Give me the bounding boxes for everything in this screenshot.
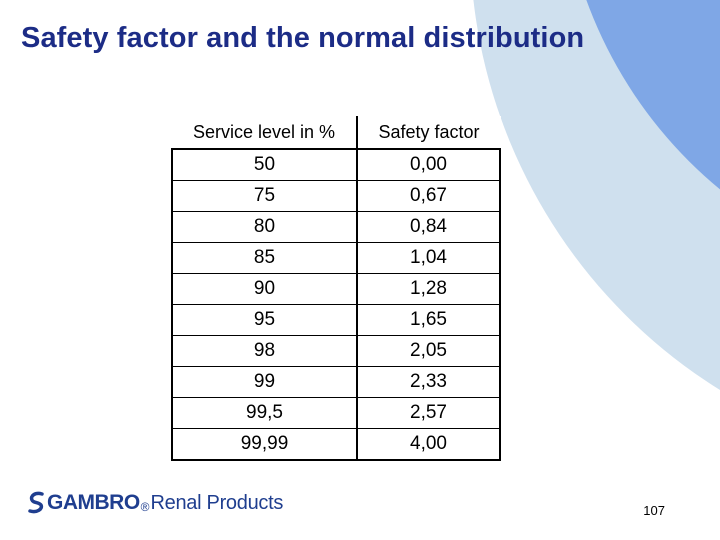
service-level-cell: 99,5 (171, 397, 358, 429)
gambro-logo: GAMBRO ® Renal Products (27, 491, 283, 515)
service-level-cell: 75 (171, 180, 358, 212)
service-level-cell: 99 (171, 366, 358, 398)
safety-factor-cell: 1,28 (356, 273, 501, 305)
service-level-cell: 80 (171, 211, 358, 243)
logo-subtitle: Renal Products (150, 491, 284, 514)
table-row: 95 1,65 (171, 304, 501, 336)
table-row: 85 1,04 (171, 242, 501, 274)
safety-factor-cell: 2,05 (356, 335, 501, 367)
safety-factor-cell: 2,33 (356, 366, 501, 398)
table-row: 50 0,00 (171, 148, 501, 181)
table-header-row: Service level in % Safety factor (172, 116, 500, 150)
page-number: 107 (643, 503, 665, 518)
service-level-cell: 98 (171, 335, 358, 367)
safety-factor-cell: 0,84 (356, 211, 501, 243)
service-level-cell: 99,99 (171, 428, 358, 461)
header-safety-factor: Safety factor (357, 116, 500, 150)
table-row: 98 2,05 (171, 335, 501, 367)
table-row: 75 0,67 (171, 180, 501, 212)
header-service-level: Service level in % (172, 116, 358, 150)
slide-title: Safety factor and the normal distributio… (21, 22, 585, 54)
gambro-swirl-icon (28, 491, 44, 514)
service-level-cell: 50 (171, 148, 358, 181)
safety-factor-cell: 1,04 (356, 242, 501, 274)
table-row: 99,5 2,57 (171, 397, 501, 429)
service-level-cell: 95 (171, 304, 358, 336)
table-row: 90 1,28 (171, 273, 501, 305)
safety-factor-table: Service level in % Safety factor 50 0,00… (171, 116, 501, 461)
safety-factor-cell: 1,65 (356, 304, 501, 336)
safety-factor-cell: 4,00 (356, 428, 501, 461)
safety-factor-cell: 2,57 (356, 397, 501, 429)
table-row: 99,99 4,00 (171, 428, 501, 461)
service-level-cell: 85 (171, 242, 358, 274)
arc-mid (586, 0, 720, 190)
logo-brand-text: GAMBRO (47, 491, 140, 514)
table-row: 80 0,84 (171, 211, 501, 243)
safety-factor-cell: 0,67 (356, 180, 501, 212)
table-row: 99 2,33 (171, 366, 501, 398)
safety-factor-cell: 0,00 (356, 148, 501, 181)
logo-registered-mark: ® (140, 500, 150, 514)
service-level-cell: 90 (171, 273, 358, 305)
